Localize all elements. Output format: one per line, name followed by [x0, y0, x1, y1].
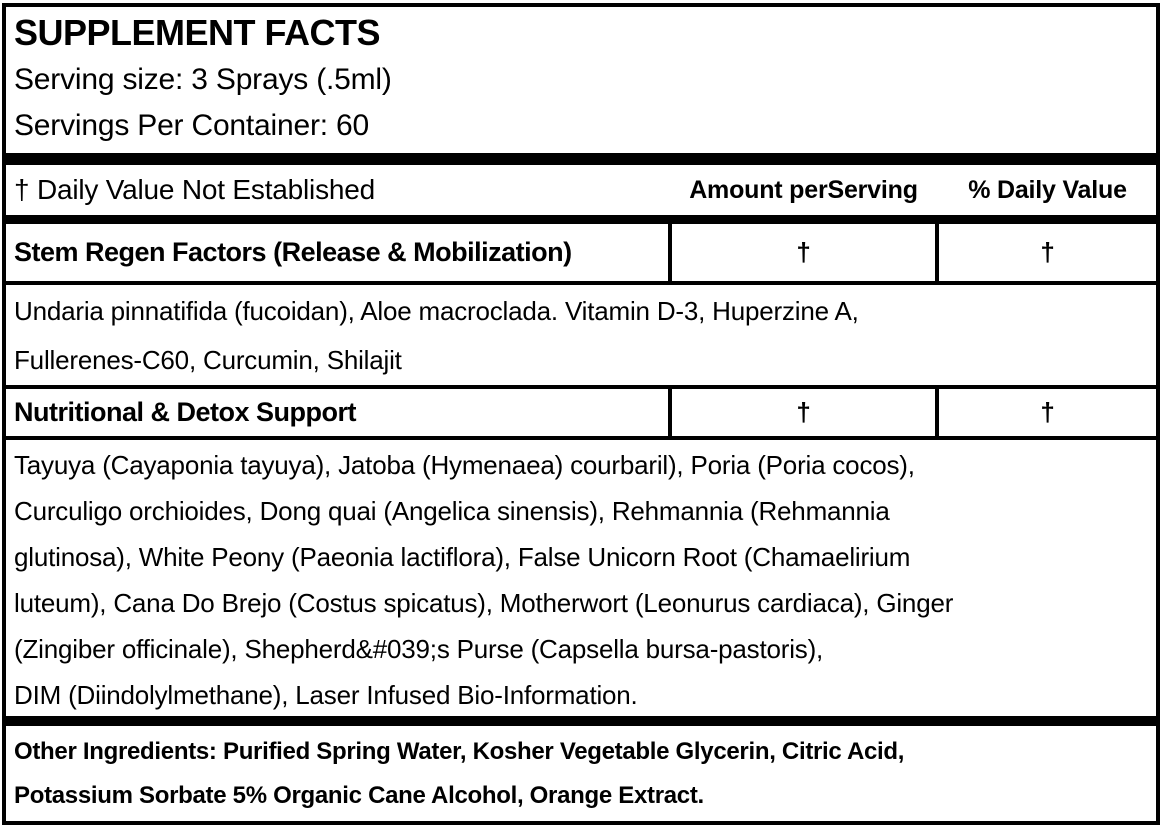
stem-regen-ingredient-list: Undaria pinnatifida (fucoidan), Aloe mac… — [14, 296, 859, 375]
thick-divider-top — [6, 153, 1156, 165]
daily-value-footnote: † Daily Value Not Established — [14, 174, 375, 205]
thin-divider — [6, 281, 1156, 285]
thick-divider-bottom — [6, 716, 1156, 726]
ingredient-group-name: Nutritional & Detox Support — [6, 389, 672, 436]
amount-value-dagger: † — [672, 224, 939, 281]
table-row-nutritional-detox: Nutritional & Detox Support † † — [6, 389, 1156, 436]
amount-value-dagger: † — [672, 389, 939, 436]
nutritional-detox-ingredient-list: Tayuya (Cayaponia tayuya), Jatoba (Hymen… — [14, 450, 954, 710]
percent-daily-value-column-header: % Daily Value — [968, 175, 1127, 204]
column-header-row: † Daily Value Not Established Amount per… — [6, 165, 1156, 215]
daily-value-dagger: † — [1040, 397, 1055, 427]
servings-per-container-line: Servings Per Container: 60 — [14, 109, 369, 142]
thick-divider-header — [6, 215, 1156, 224]
thin-divider — [6, 436, 1156, 440]
table-row-stem-regen: Stem Regen Factors (Release & Mobilizati… — [6, 224, 1156, 281]
serving-size-line: Serving size: 3 Sprays (.5ml) — [14, 63, 392, 96]
amount-per-serving-column-header: Amount perServing — [689, 175, 918, 204]
panel-title: SUPPLEMENT FACTS — [14, 12, 381, 53]
supplement-facts-panel: SUPPLEMENT FACTS Serving size: 3 Sprays … — [2, 3, 1160, 825]
ingredient-group-name: Stem Regen Factors (Release & Mobilizati… — [6, 224, 672, 281]
panel-header-section: SUPPLEMENT FACTS Serving size: 3 Sprays … — [6, 7, 1156, 153]
other-ingredients-text: Other Ingredients: Purified Spring Water… — [14, 738, 905, 809]
thin-divider — [6, 385, 1156, 389]
daily-value-dagger: † — [1040, 237, 1055, 267]
